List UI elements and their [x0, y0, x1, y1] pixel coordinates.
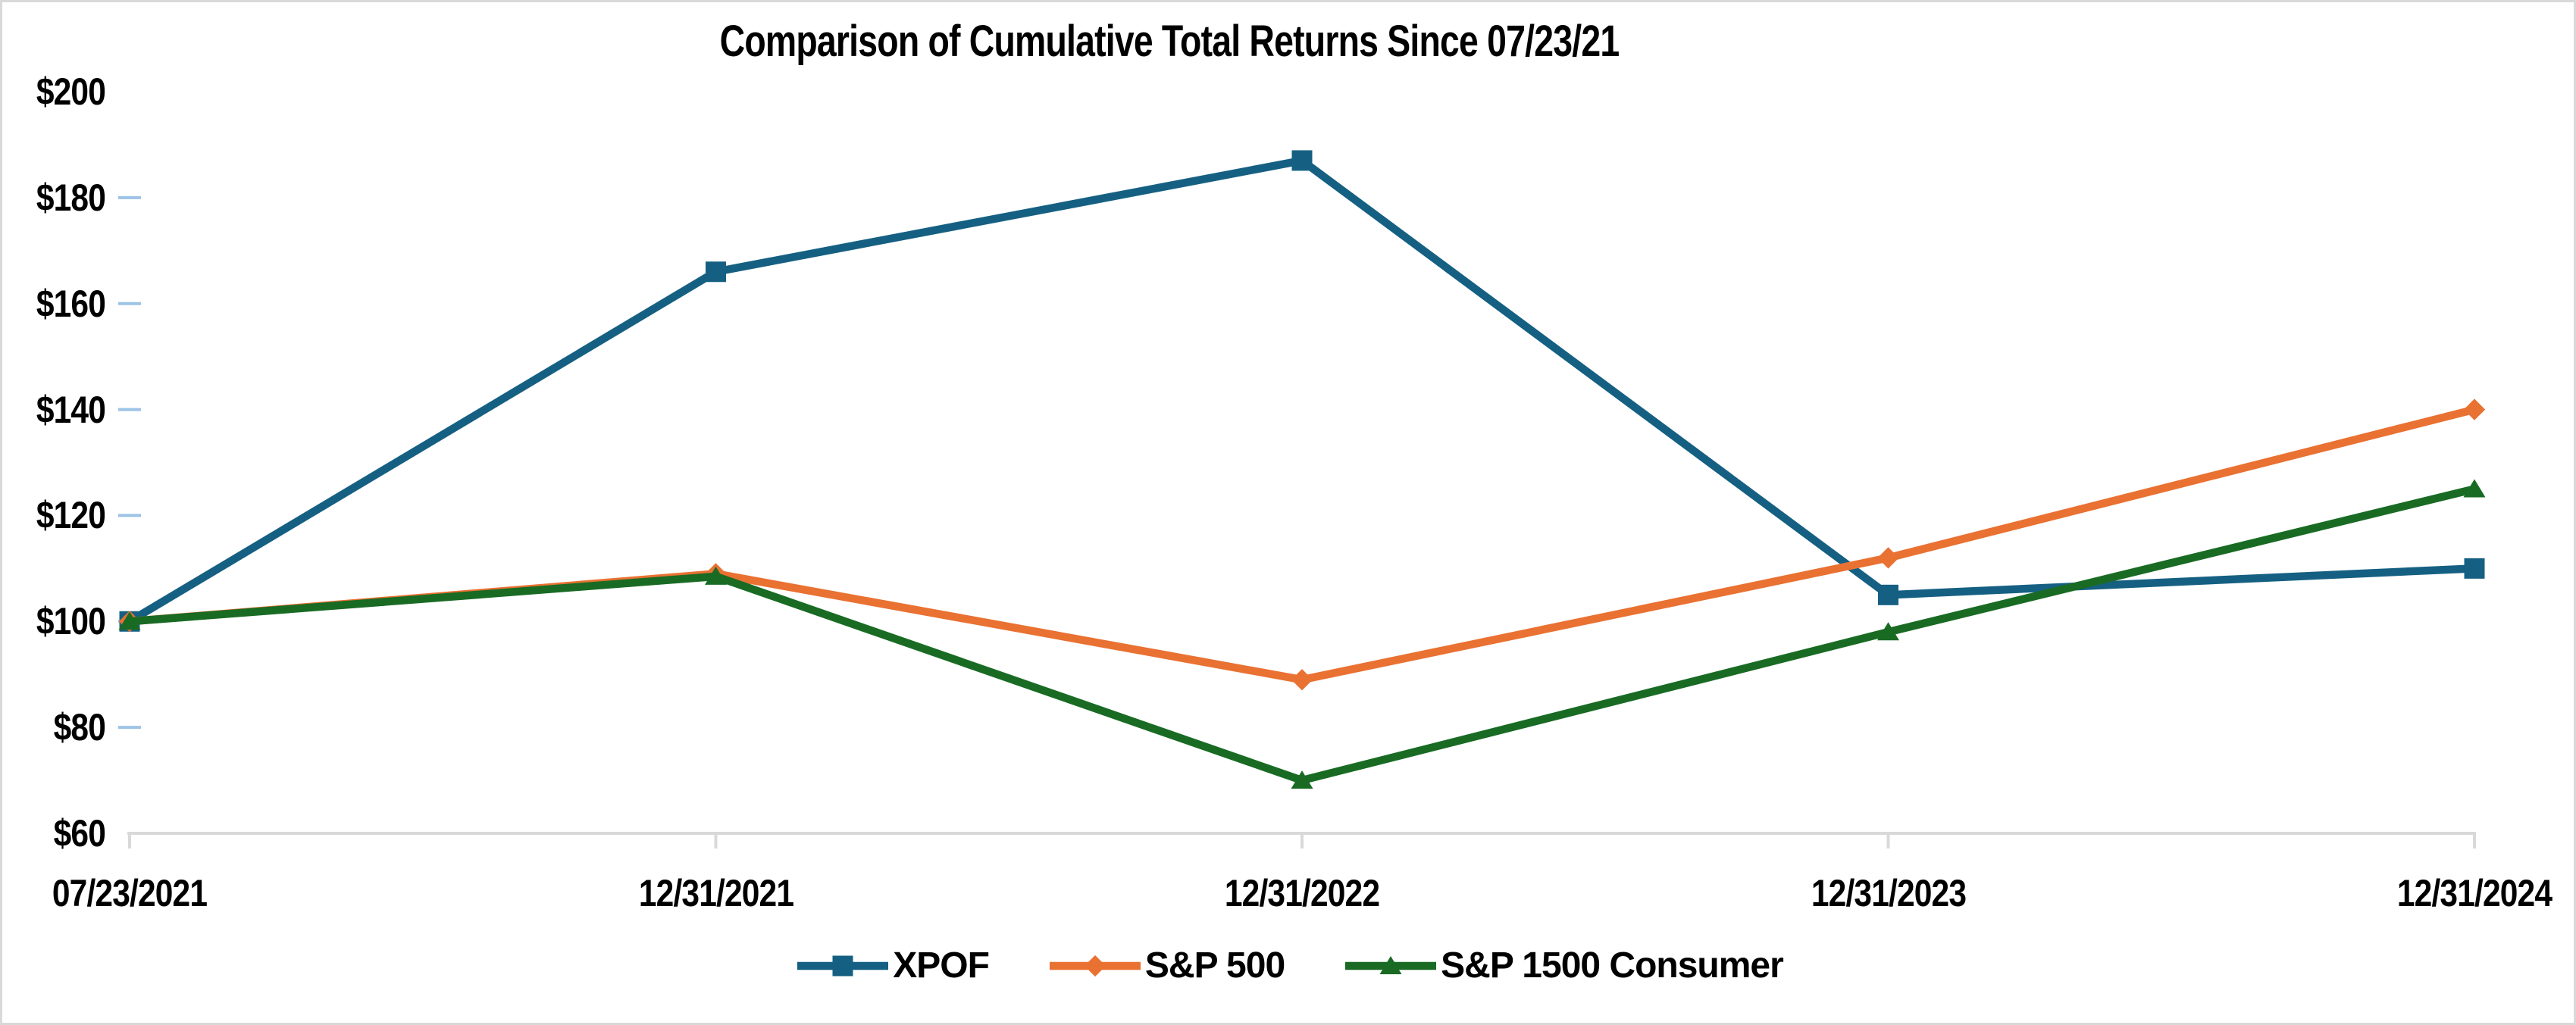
- legend-label: S&P 1500 Consumer: [1441, 945, 1784, 986]
- data-point-s-p-1500-consumer-2: [1291, 770, 1313, 789]
- series-s-p-1500-consumer: [118, 479, 2486, 789]
- legend-marker-square-icon: [797, 955, 889, 976]
- legend-marker-diamond-icon: [1049, 955, 1141, 977]
- x-axis-label: 12/31/2023: [1811, 872, 1966, 914]
- x-axis-label: 12/31/2024: [2396, 872, 2553, 914]
- chart-title: Comparison of Cumulative Total Returns S…: [719, 17, 1620, 66]
- y-axis-label: $200: [36, 70, 106, 113]
- data-point-s-p-1500-consumer-4: [2463, 479, 2486, 498]
- legend-item-s-p-1500-consumer: S&P 1500 Consumer: [1345, 945, 1784, 986]
- data-point-s-p-1500-consumer-1: [705, 566, 727, 585]
- y-axis-label: $80: [53, 706, 106, 749]
- y-axis-label: $120: [36, 494, 106, 537]
- legend-marker-triangle-icon: [1345, 955, 1437, 974]
- y-axis-label: $180: [36, 176, 106, 219]
- legend-label: XPOF: [893, 945, 990, 986]
- data-point-xpof-2: [1291, 150, 1313, 171]
- data-point-s-p-500-2: [1291, 669, 1313, 691]
- x-axis-label: 07/23/2021: [52, 872, 208, 914]
- series-line-s-p-500: [125, 405, 2479, 684]
- y-axis-label: $160: [36, 282, 106, 325]
- data-point-xpof-4: [2464, 558, 2485, 579]
- legend: XPOF S&P 500 S&P 1500 Consumer: [2, 945, 2574, 986]
- y-axis-label: $100: [36, 600, 106, 643]
- legend-marker-glyph: [1379, 955, 1402, 974]
- series-s-p-500: [118, 398, 2486, 691]
- data-point-xpof-1: [706, 261, 726, 283]
- legend-marker-glyph: [1084, 955, 1106, 977]
- legend-item-s-p-500: S&P 500: [1049, 945, 1285, 986]
- y-axis-label: $140: [36, 388, 106, 431]
- x-axis-label: 12/31/2022: [1224, 872, 1380, 914]
- x-axis-label: 12/31/2021: [638, 872, 793, 914]
- data-point-xpof-3: [1878, 584, 1898, 605]
- series-line-xpof: [125, 156, 2479, 626]
- data-point-s-p-1500-consumer-3: [1877, 622, 1899, 641]
- data-point-s-p-1500-consumer-0: [118, 611, 141, 630]
- series-xpof: [119, 150, 2485, 632]
- legend-label: S&P 500: [1144, 945, 1285, 986]
- legend-item-xpof: XPOF: [797, 945, 990, 986]
- data-point-s-p-500-4: [2463, 398, 2486, 420]
- data-point-s-p-500-3: [1877, 547, 1899, 569]
- legend-marker-glyph: [832, 955, 853, 976]
- y-axis-label: $60: [53, 812, 106, 855]
- series-line-s-p-1500-consumer: [125, 485, 2479, 785]
